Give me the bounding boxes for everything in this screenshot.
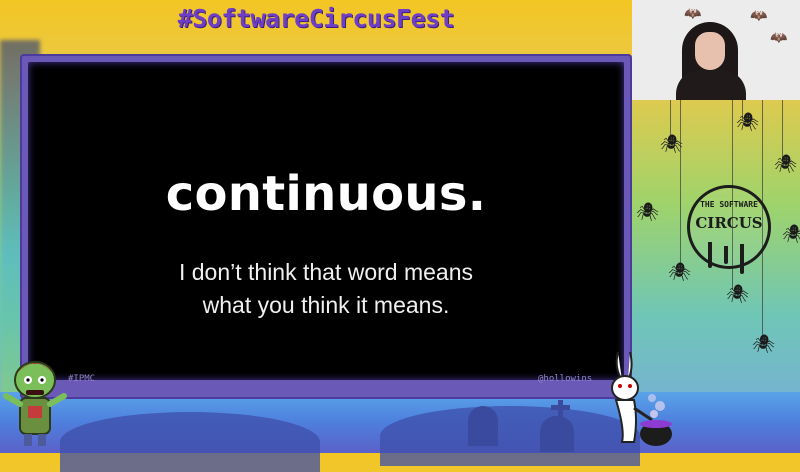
logo-main-text: CIRCUS: [695, 214, 763, 232]
bat-icon: 🦇: [770, 30, 788, 46]
spider-icon: 🕷: [774, 154, 797, 175]
circus-side-panel: 🕷 🕷 🕷 🕷 🕷 🕷 🕷 🕷 THE SOFTWARE CIRCUS: [632, 100, 800, 392]
slide-footer-hashtag: #IPMC: [68, 374, 96, 384]
event-title: #SoftwareCircusFest: [177, 4, 455, 33]
web-thread: [742, 100, 743, 120]
slide-footer-handle: @hollowins: [538, 374, 593, 384]
speaker-body: [676, 70, 746, 100]
slide-subtitle: I don’t think that word means what you t…: [28, 256, 624, 322]
cross-shape: [551, 405, 570, 410]
logo-drip: [708, 242, 712, 268]
logo-small-text: THE SOFTWARE: [700, 200, 758, 209]
software-circus-logo: THE SOFTWARE CIRCUS: [687, 185, 771, 274]
zombie-mascot: [3, 361, 67, 446]
speaker-webcam: 🦇 🦇 🦇: [632, 0, 800, 100]
bat-icon: 🦇: [684, 6, 702, 22]
web-thread: [670, 100, 671, 140]
graveyard-background: [0, 392, 800, 472]
rabbit-cauldron-mascot: [611, 351, 672, 446]
web-thread: [680, 100, 681, 270]
spider-icon: 🕷: [668, 262, 691, 283]
tombstone: [468, 406, 498, 446]
spider-icon: 🕷: [636, 202, 659, 223]
slide-heading: continuous.: [165, 166, 487, 222]
presentation-slide: continuous. I don’t think that word mean…: [28, 62, 624, 384]
spider-icon: 🕷: [752, 334, 775, 355]
cross-shape: [558, 400, 563, 422]
web-thread: [782, 100, 783, 160]
spider-icon: 🕷: [782, 224, 800, 245]
hill-shape: [380, 406, 640, 466]
spider-icon: 🕷: [736, 112, 759, 133]
bat-icon: 🦇: [750, 8, 768, 24]
hill-shape: [60, 412, 320, 472]
spider-icon: 🕷: [726, 284, 749, 305]
slide-subtitle-line: what you think it means.: [202, 292, 450, 318]
logo-drip: [724, 246, 728, 264]
speaker-face: [695, 32, 725, 70]
logo-drip: [740, 244, 744, 274]
slide-subtitle-line: I don’t think that word means: [178, 259, 474, 285]
tombstone: [540, 416, 574, 452]
spider-icon: 🕷: [660, 134, 683, 155]
